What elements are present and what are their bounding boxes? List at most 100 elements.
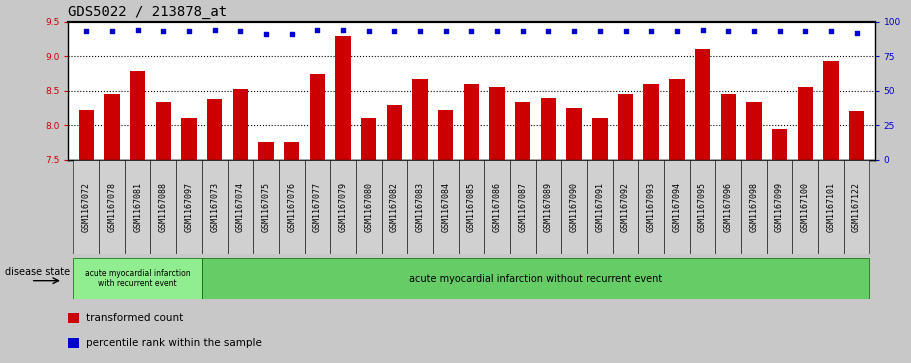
Bar [561, 160, 587, 254]
Bar [824, 61, 839, 363]
Text: GSM1167101: GSM1167101 [826, 182, 835, 232]
Text: GSM1167100: GSM1167100 [801, 182, 810, 232]
Bar [407, 160, 433, 254]
Bar [510, 160, 536, 254]
Point [644, 29, 659, 34]
Bar [485, 160, 510, 254]
Bar [253, 160, 279, 254]
Point [413, 29, 427, 34]
Text: GSM1167093: GSM1167093 [647, 182, 656, 232]
Point [336, 27, 351, 33]
Bar [413, 79, 428, 363]
Bar [382, 160, 407, 254]
Bar [259, 142, 273, 363]
Bar [746, 102, 762, 363]
Bar [176, 160, 202, 254]
Text: GSM1167087: GSM1167087 [518, 182, 527, 232]
Bar [715, 160, 741, 254]
Bar [335, 36, 351, 363]
Point [464, 29, 479, 34]
Point [798, 29, 813, 34]
Text: GSM1167074: GSM1167074 [236, 182, 245, 232]
Bar [613, 160, 639, 254]
Bar [536, 160, 561, 254]
Bar [78, 110, 94, 363]
Bar [690, 160, 715, 254]
Bar [587, 160, 613, 254]
Bar [670, 79, 684, 363]
Text: acute myocardial infarction
with recurrent event: acute myocardial infarction with recurre… [85, 269, 190, 288]
Point [824, 29, 838, 34]
Bar [695, 49, 711, 363]
Text: GSM1167072: GSM1167072 [82, 182, 91, 232]
Bar [74, 258, 202, 299]
Bar [330, 160, 356, 254]
Text: GSM1167085: GSM1167085 [467, 182, 476, 232]
Text: acute myocardial infarction without recurrent event: acute myocardial infarction without recu… [409, 274, 662, 284]
Text: GSM1167098: GSM1167098 [750, 182, 758, 232]
Text: GSM1167092: GSM1167092 [621, 182, 630, 232]
Text: GSM1167099: GSM1167099 [775, 182, 784, 232]
Point [541, 29, 556, 34]
Bar [156, 102, 171, 363]
Point [387, 29, 402, 34]
Bar [386, 105, 402, 363]
Bar [104, 94, 119, 363]
Bar [433, 160, 458, 254]
Point [259, 31, 273, 37]
Bar [721, 94, 736, 363]
Bar [284, 142, 300, 363]
Point [567, 29, 581, 34]
Bar [464, 84, 479, 363]
Point [516, 29, 530, 34]
Text: GSM1167075: GSM1167075 [261, 182, 271, 232]
Point [362, 29, 376, 34]
Text: percentile rank within the sample: percentile rank within the sample [86, 338, 261, 348]
Bar [818, 160, 844, 254]
Bar [181, 118, 197, 363]
Bar [207, 99, 222, 363]
Text: GSM1167079: GSM1167079 [339, 182, 348, 232]
Point [208, 27, 222, 33]
Bar [797, 87, 813, 363]
Text: GSM1167090: GSM1167090 [569, 182, 578, 232]
Bar [99, 160, 125, 254]
Text: GSM1167094: GSM1167094 [672, 182, 681, 232]
Bar [458, 160, 485, 254]
Bar [639, 160, 664, 254]
Point [773, 29, 787, 34]
Bar [793, 160, 818, 254]
Bar [618, 94, 633, 363]
Text: GSM1167082: GSM1167082 [390, 182, 399, 232]
Bar [356, 160, 382, 254]
Text: GSM1167095: GSM1167095 [698, 182, 707, 232]
Text: GSM1167083: GSM1167083 [415, 182, 425, 232]
Text: GSM1167096: GSM1167096 [723, 182, 732, 232]
Point [181, 29, 196, 34]
Text: GSM1167081: GSM1167081 [133, 182, 142, 232]
Bar [228, 160, 253, 254]
Bar [515, 102, 530, 363]
Text: disease state: disease state [5, 267, 70, 277]
Point [670, 29, 684, 34]
Bar [150, 160, 176, 254]
Point [490, 29, 505, 34]
Point [310, 27, 324, 33]
Text: GSM1167073: GSM1167073 [210, 182, 220, 232]
Bar [643, 84, 659, 363]
Text: GSM1167080: GSM1167080 [364, 182, 374, 232]
Bar [232, 89, 248, 363]
Text: GDS5022 / 213878_at: GDS5022 / 213878_at [68, 5, 228, 19]
Bar [202, 160, 228, 254]
Text: GSM1167122: GSM1167122 [852, 182, 861, 232]
Bar [310, 73, 325, 363]
Point [747, 29, 762, 34]
Text: transformed count: transformed count [86, 313, 183, 323]
Bar [741, 160, 767, 254]
Bar [74, 160, 99, 254]
Point [105, 29, 119, 34]
Text: GSM1167086: GSM1167086 [493, 182, 502, 232]
Point [695, 27, 710, 33]
Point [233, 29, 248, 34]
Point [849, 30, 864, 36]
